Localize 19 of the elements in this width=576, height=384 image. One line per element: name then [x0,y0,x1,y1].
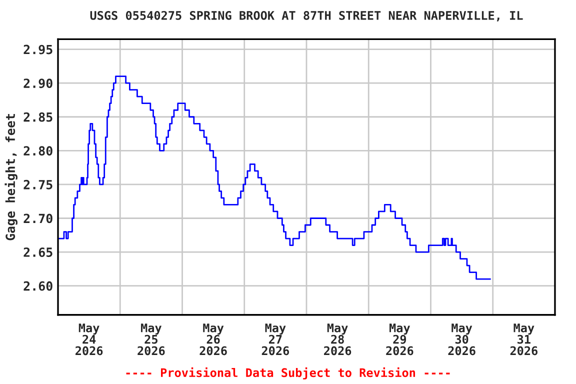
y-tick-label: 2.95 [24,44,52,54]
y-tick-label: 2.90 [24,78,52,88]
text: ---- Provisional Data Subject to Revision ---- [126,367,450,380]
x-tick-label: May 25 2026 [138,324,165,356]
y-tick-label: 2.75 [24,180,52,190]
y-axis-title: Gage height, feet [4,114,18,240]
x-tick-label: May 28 2026 [324,324,352,356]
x-tick-label: May 24 2026 [76,324,103,356]
y-tick-label: 2.65 [24,248,52,257]
x-tick-label: May 31 2026 [510,324,538,356]
x-tick-label: May 27 2026 [262,324,290,356]
chart-title: USGS 05540275 SPRING BROOK AT 87TH STREET NEAR NAPERVILLE, IL [90,10,523,22]
x-tick-label: May 29 2026 [386,324,414,356]
y-tick-label: 2.85 [24,112,52,122]
y-tick-label: 2.80 [24,146,52,156]
x-tick-label: May 26 2026 [200,324,227,356]
y-tick-label: 2.60 [24,281,52,291]
y-tick-label: 2.70 [24,214,52,224]
x-tick-label: May 30 2026 [448,324,476,356]
